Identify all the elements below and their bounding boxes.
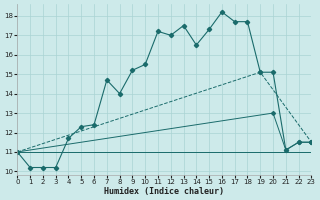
X-axis label: Humidex (Indice chaleur): Humidex (Indice chaleur): [104, 187, 224, 196]
